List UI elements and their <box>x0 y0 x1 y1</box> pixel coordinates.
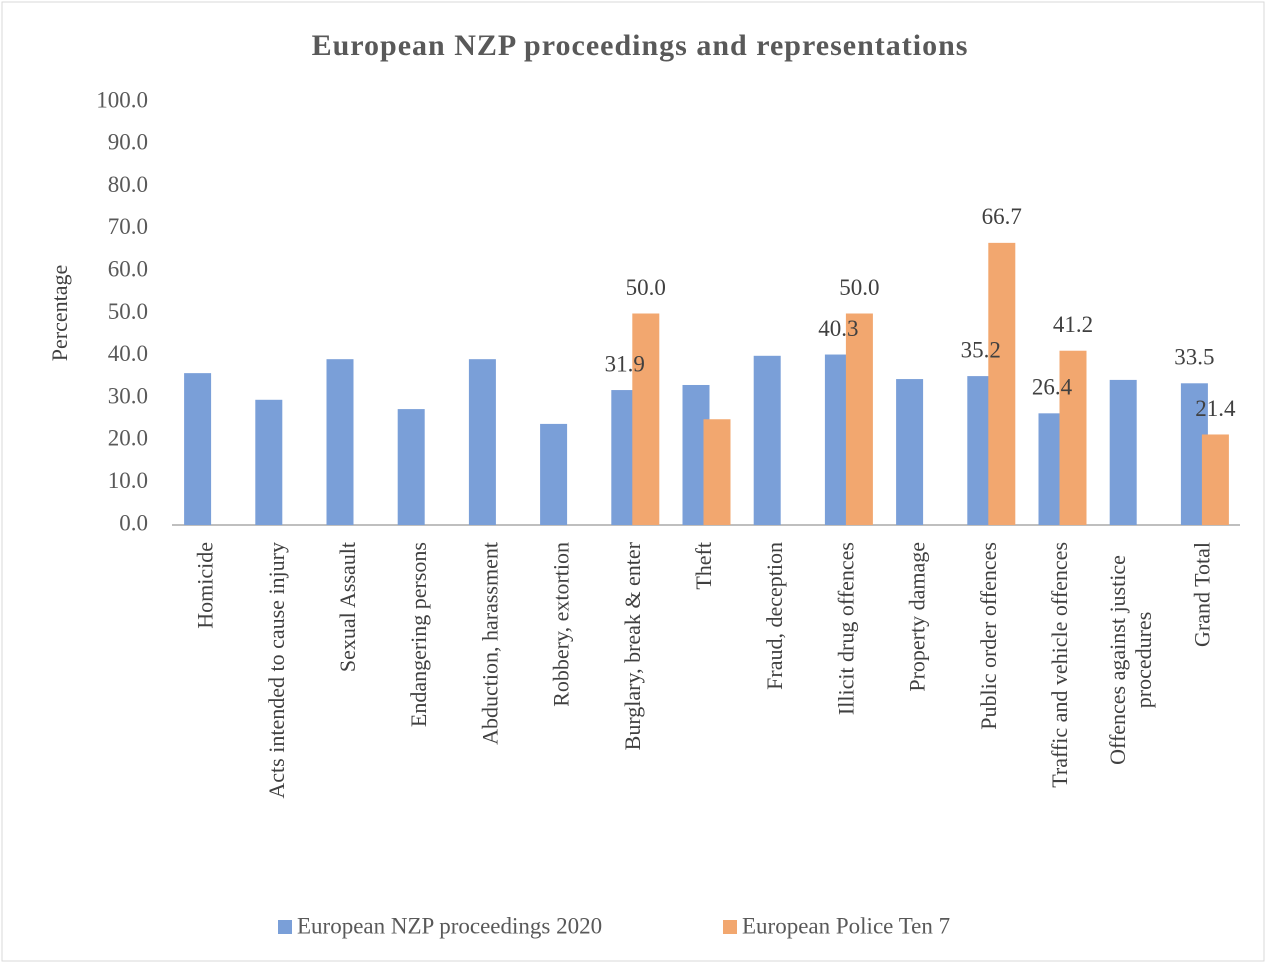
x-tick-label: Homicide <box>193 542 218 629</box>
bar <box>988 242 1016 525</box>
data-label: 35.2 <box>961 337 1001 362</box>
x-tick-label: Acts intended to cause injury <box>264 542 289 799</box>
bar <box>397 409 425 525</box>
bar <box>753 355 781 525</box>
bar <box>326 359 354 525</box>
legend-label: European Police Ten 7 <box>742 913 950 938</box>
x-tick-label: Abduction, harassment <box>477 542 502 745</box>
y-tick-label: 20.0 <box>108 426 148 451</box>
data-label: 66.7 <box>982 204 1022 229</box>
x-tick-label: Burglary, break & enter <box>620 541 645 750</box>
data-label: 50.0 <box>626 275 666 300</box>
x-tick-label: Traffic and vehicle offences <box>1047 542 1072 788</box>
x-tick-label: Endangering persons <box>406 542 431 727</box>
bar <box>184 373 212 525</box>
bar <box>632 313 660 525</box>
legend-label: European NZP proceedings 2020 <box>297 913 602 938</box>
bar <box>1201 434 1229 525</box>
bar <box>255 399 283 525</box>
bar <box>1109 379 1137 525</box>
x-tick-label: Public order offences <box>976 542 1001 730</box>
y-tick-label: 90.0 <box>108 130 148 155</box>
x-tick-label: Fraud, deception <box>762 542 787 690</box>
y-tick-label: 50.0 <box>108 299 148 324</box>
y-tick-label: 30.0 <box>108 383 148 408</box>
x-tick-label: Offences against justiceprocedures <box>1105 555 1156 765</box>
y-tick-label: 40.0 <box>108 341 148 366</box>
data-label: 40.3 <box>818 316 858 341</box>
data-label: 41.2 <box>1053 312 1093 337</box>
data-label: 31.9 <box>605 351 645 376</box>
x-tick-label: Theft <box>691 542 716 590</box>
x-tick-label: Illicit drug offences <box>833 542 858 715</box>
x-tick-label: Property damage <box>905 542 930 692</box>
data-label: 50.0 <box>839 275 879 300</box>
bar <box>1059 350 1087 525</box>
bar <box>845 313 873 525</box>
x-tick-label: Sexual Assault <box>335 542 360 672</box>
y-tick-label: 0.0 <box>119 510 148 535</box>
y-tick-label: 60.0 <box>108 256 148 281</box>
bar <box>468 359 496 525</box>
y-axis-label: Percentage <box>47 265 72 362</box>
y-tick-label: 70.0 <box>108 214 148 239</box>
data-label: 21.4 <box>1195 396 1236 421</box>
x-tick-label: Grand Total <box>1189 542 1214 647</box>
y-tick-label: 80.0 <box>108 172 148 197</box>
data-label: 26.4 <box>1032 375 1073 400</box>
legend-swatch <box>723 920 737 934</box>
chart-title: European NZP proceedings and representat… <box>312 29 969 62</box>
data-label: 33.5 <box>1174 345 1214 370</box>
bar <box>703 419 731 525</box>
y-tick-label: 100.0 <box>96 87 148 112</box>
x-tick-label: Robbery, extortion <box>549 542 574 707</box>
bar <box>896 379 924 525</box>
bar <box>540 423 568 525</box>
y-tick-label: 10.0 <box>108 468 148 493</box>
legend-swatch <box>278 920 292 934</box>
